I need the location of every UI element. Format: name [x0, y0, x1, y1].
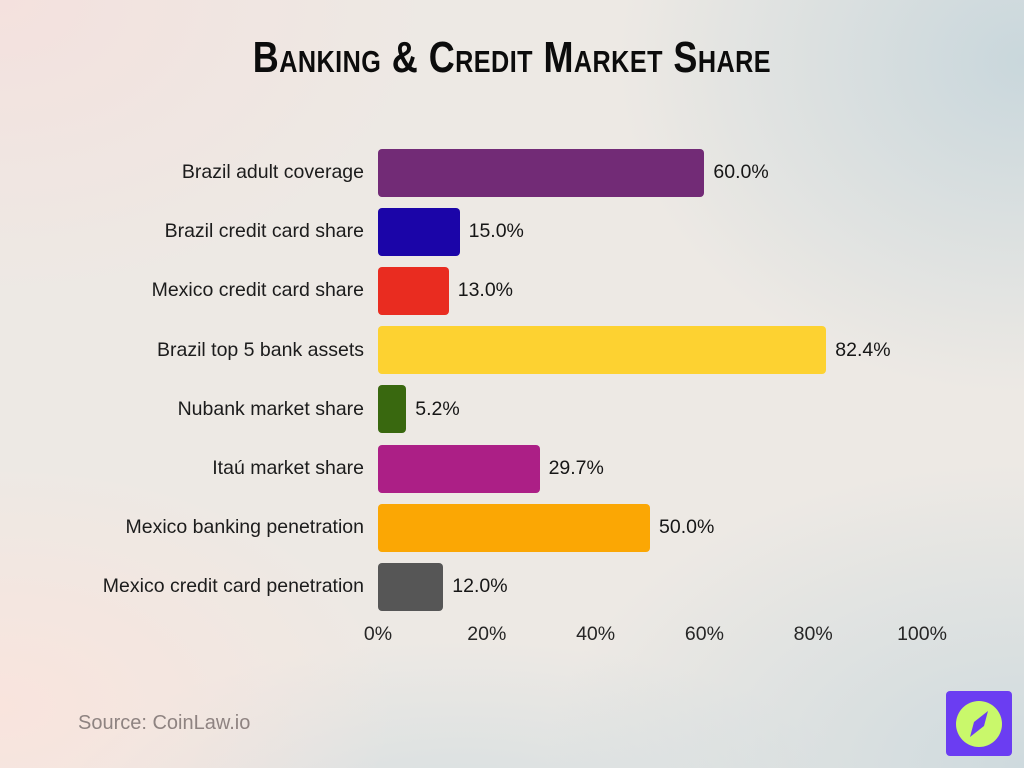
- value-label: 15.0%: [468, 220, 524, 243]
- x-tick-label: 80%: [793, 622, 833, 645]
- chart-row: Mexico banking penetration 50.0%: [78, 498, 978, 557]
- bar-track: 82.4%: [378, 326, 978, 375]
- x-tick-label: 40%: [576, 622, 616, 645]
- value-label: 13.0%: [457, 279, 514, 302]
- x-tick-label: 100%: [897, 622, 947, 645]
- chart-title-text: Banking & Credit Market Share: [252, 34, 772, 82]
- category-label: Nubank market share: [177, 397, 364, 420]
- x-tick-label: 60%: [684, 622, 724, 645]
- bar-track: 29.7%: [378, 444, 978, 493]
- value-label: 5.2%: [415, 397, 460, 420]
- chart-row: Brazil credit card share 15.0%: [78, 202, 978, 261]
- value-label: 60.0%: [713, 161, 769, 184]
- value-label: 82.4%: [835, 338, 891, 361]
- category-label: Brazil credit card share: [164, 220, 364, 243]
- bar: [378, 326, 827, 375]
- bar-rows: Brazil adult coverage 60.0% Brazil credit …: [78, 143, 978, 617]
- x-axis: 0% 20% 40% 60% 80% 100%: [364, 617, 947, 649]
- category-label: Mexico credit card penetration: [102, 575, 364, 598]
- bar: [378, 207, 460, 256]
- value-label: 50.0%: [659, 516, 715, 539]
- x-tick-label: 0%: [363, 622, 393, 645]
- bar: [378, 562, 444, 611]
- category-label: Brazil adult coverage: [181, 161, 364, 184]
- bar-chart: Brazil adult coverage 60.0% Brazil credit …: [78, 143, 978, 649]
- category-label: Itaú market share: [212, 457, 364, 480]
- bar-track: 5.2%: [378, 385, 978, 434]
- bar: [378, 148, 705, 197]
- coinlaw-logo: [946, 691, 1012, 756]
- bar-track: 13.0%: [378, 266, 978, 315]
- bar: [378, 503, 650, 552]
- bar-track: 60.0%: [378, 148, 978, 197]
- chart-row: Brazil adult coverage 60.0%: [78, 143, 978, 202]
- bar-track: 50.0%: [378, 503, 978, 552]
- bar: [378, 385, 407, 434]
- bar: [378, 444, 540, 493]
- x-tick-label: 20%: [467, 622, 507, 645]
- bar: [378, 266, 449, 315]
- bar-track: 12.0%: [378, 562, 978, 611]
- chart-row: Brazil top 5 bank assets 82.4%: [78, 321, 978, 380]
- chart-row: Itaú market share 29.7%: [78, 439, 978, 498]
- category-label: Mexico credit card share: [151, 279, 364, 302]
- chart-row: Mexico credit card share 13.0%: [78, 261, 978, 320]
- bar-track: 15.0%: [378, 207, 978, 256]
- category-label: Mexico banking penetration: [125, 516, 365, 539]
- value-label: 12.0%: [452, 575, 508, 598]
- source-note: Source: CoinLaw.io: [78, 712, 251, 734]
- chart-title: Banking & Credit Market Share: [0, 34, 1024, 82]
- chart-row: Mexico credit card penetration 12.0%: [78, 557, 978, 616]
- chart-row: Nubank market share 5.2%: [78, 380, 978, 439]
- category-label: Brazil top 5 bank assets: [156, 338, 364, 361]
- value-label: 29.7%: [548, 457, 604, 480]
- compass-icon: [956, 700, 1002, 747]
